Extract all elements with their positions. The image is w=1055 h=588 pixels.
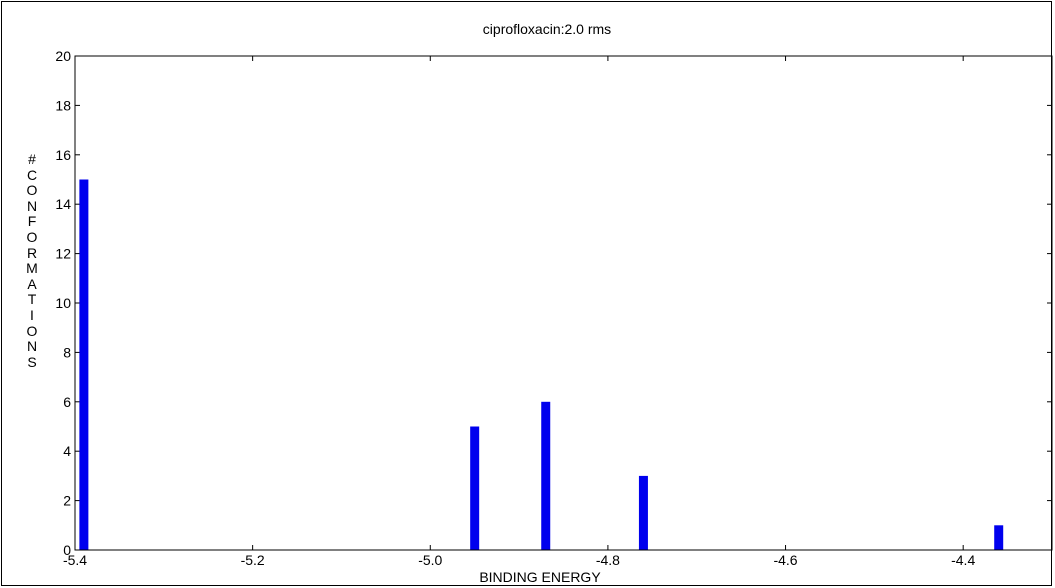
y-axis-label-char: R	[26, 244, 38, 261]
bars-group	[79, 179, 1004, 550]
y-axis-label-char: S	[27, 353, 37, 370]
y-tick-label: 14	[55, 196, 71, 212]
y-tick-label: 8	[63, 344, 71, 360]
histogram-bar	[994, 525, 1004, 550]
y-axis-label-char: N	[26, 338, 38, 355]
histogram-bar	[79, 179, 89, 550]
y-tick-label: 2	[63, 493, 71, 509]
y-tick-label: 4	[63, 443, 71, 459]
y-tick-label: 10	[55, 295, 71, 311]
chart-title: ciprofloxacin:2.0 rms	[483, 21, 611, 37]
y-tick-label: 18	[55, 97, 71, 113]
y-tick-label: 0	[63, 542, 71, 558]
y-axis-label-char: N	[26, 197, 38, 214]
x-axis-label: BINDING ENERGY	[479, 569, 601, 585]
x-tick-label: -5.0	[418, 552, 442, 568]
y-axis-label-char: A	[27, 275, 37, 292]
x-tick-label: -4.8	[596, 552, 620, 568]
y-axis-label: # C O N F O R M A T I O N S	[25, 151, 39, 370]
y-axis-label-char: C	[26, 166, 38, 183]
x-tick-label: -4.4	[951, 552, 975, 568]
y-tick-label: 12	[55, 246, 71, 262]
y-axis-label-char: T	[27, 291, 37, 308]
histogram-bar	[470, 426, 480, 550]
x-tick-label: -4.6	[773, 552, 797, 568]
y-tick-label: 16	[55, 147, 71, 163]
histogram-bar	[638, 475, 648, 550]
plot-area-border	[74, 55, 1053, 551]
x-axis-ticks: -5.4 -5.2 -5.0 -4.8 -4.6 -4.4	[63, 56, 975, 568]
y-axis-label-char: #	[28, 151, 36, 167]
y-axis-label-char: M	[26, 260, 38, 277]
y-axis-ticks: 0 2 4 6 8 10 12 14 16 18 20	[55, 48, 1052, 558]
y-axis-label-char: I	[30, 306, 34, 323]
histogram-bar	[541, 401, 551, 550]
y-tick-label: 20	[55, 48, 71, 64]
y-axis-label-char: O	[26, 322, 38, 339]
y-axis-label-char: F	[27, 213, 37, 230]
y-axis-label-char: O	[26, 228, 38, 245]
y-tick-label: 6	[63, 394, 71, 410]
y-axis-label-char: O	[26, 182, 38, 199]
x-tick-label: -5.4	[63, 552, 87, 568]
x-tick-label: -5.2	[241, 552, 265, 568]
